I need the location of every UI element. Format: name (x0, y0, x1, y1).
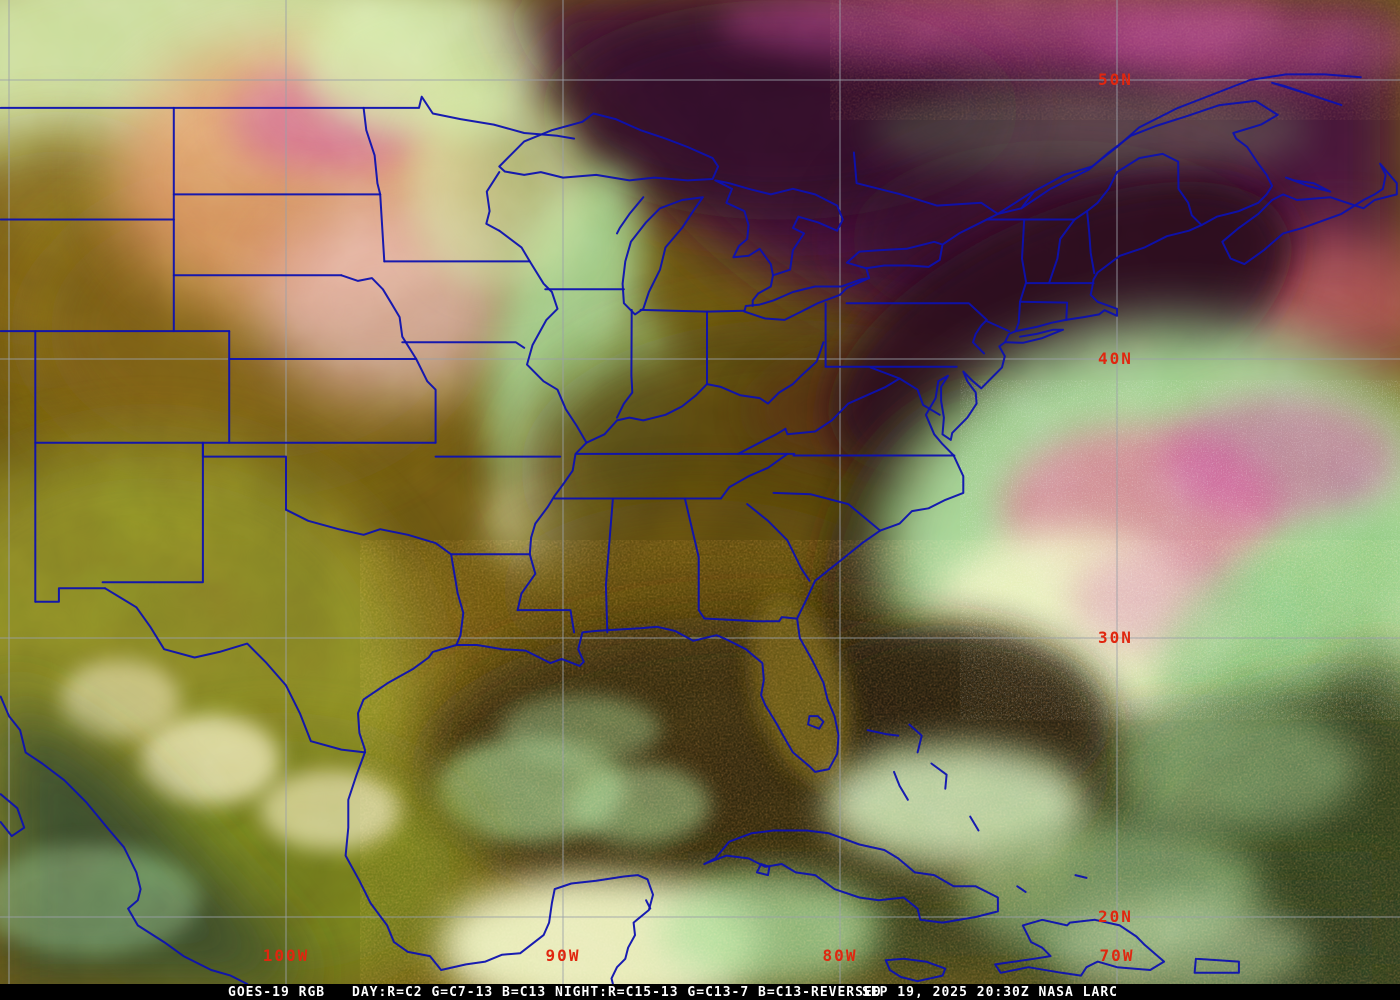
border-canada-49n (0, 95, 576, 140)
noise-sparkle (960, 380, 1400, 720)
border-bahama-abaco (908, 723, 923, 754)
border-nm-mex (34, 587, 107, 603)
grid-label-40n: 40N (1098, 349, 1133, 368)
grid-label-100w: 100W (263, 946, 310, 965)
grid-label-20n: 20N (1098, 907, 1133, 926)
border-il-in (616, 308, 634, 419)
border-lake-huron (714, 179, 844, 277)
border-cozumel (645, 899, 652, 910)
border-ia-mo (401, 341, 526, 349)
border-nh-me (1086, 210, 1096, 275)
border-us-coast (357, 224, 1203, 773)
noise-top-speckle (830, 0, 1400, 120)
border-sc-nc (772, 491, 882, 532)
border-wi-mn (485, 171, 501, 232)
border-mississippi (498, 229, 588, 612)
border-sd-mn (379, 193, 386, 263)
border-on-qc (852, 151, 999, 215)
border-tn-nc (719, 452, 789, 500)
grid-labels: 50N 40N 30N 20N 100W 90W 80W 70W (263, 70, 1135, 965)
border-bahama-inagua (1016, 885, 1027, 893)
border-jamaica (884, 957, 947, 983)
border-baja-tip (0, 793, 26, 838)
border-st-lawrence-river (941, 190, 1035, 246)
border-wv-va (784, 377, 901, 436)
border-puerto-rico (1193, 957, 1240, 974)
border-ny-pa (845, 302, 988, 355)
border-hispaniola (994, 918, 1166, 977)
border-ny-nj (985, 320, 1010, 333)
border-nm-tx (101, 441, 204, 584)
border-ohio-river (585, 341, 825, 444)
border-lake-okeechobee (807, 715, 825, 730)
border-cuba (703, 829, 999, 924)
border-anticosti (1271, 81, 1343, 107)
border-us-can-east (985, 152, 1203, 227)
grid-label-50n: 50N (1098, 70, 1133, 89)
border-lake-ontario (845, 240, 944, 270)
grid-label-80w: 80W (823, 946, 858, 965)
border-ky-va (737, 427, 787, 455)
border-pei (1285, 176, 1332, 193)
border-turks-caicos (1074, 874, 1088, 879)
grid-label-70w: 70W (1100, 946, 1135, 965)
caption-bar: GOES-19 RGB DAY:R=C2 G=C7-13 B=C13 NIGHT… (0, 984, 1400, 1000)
border-gaspe-nb (1020, 99, 1279, 227)
border-detroit-river (751, 274, 774, 307)
border-bahama-grand (866, 729, 900, 737)
border-bahama-andros (893, 770, 909, 801)
political-borders (0, 73, 1398, 984)
border-lake-michigan (621, 196, 704, 316)
border-vt-nh (1048, 218, 1076, 285)
border-nova-scotia (1221, 162, 1398, 266)
border-lake-superior (498, 112, 720, 182)
caption-rgb-recipe: DAY:R=C2 G=C7-13 B=C13 NIGHT:R=C15-13 G=… (352, 985, 882, 1000)
border-niagara (865, 267, 871, 280)
border-ga-fl (703, 616, 797, 623)
border-al-ga (683, 497, 706, 620)
border-long-island (1005, 328, 1064, 344)
border-green-bay (616, 196, 645, 235)
grid-label-90w: 90W (546, 946, 581, 965)
border-red-river-tx (285, 508, 465, 646)
border-st-lawrence-north (996, 73, 1362, 215)
border-ms-la (516, 609, 576, 634)
border-ma-south (1019, 300, 1069, 321)
border-rio-grande (104, 587, 366, 754)
border-bahama-eleuthera (930, 762, 948, 790)
grid-label-30n: 30N (1098, 628, 1133, 647)
caption-product: GOES-19 RGB (228, 985, 326, 1000)
border-red-river (362, 106, 382, 196)
border-mex-east-coast (344, 751, 654, 984)
border-ga-sc (746, 503, 811, 582)
border-lake-erie (743, 277, 871, 321)
border-missouri-river (340, 274, 437, 444)
border-mi-south (639, 308, 746, 313)
caption-timestamp: SEP 19, 2025 20:30Z NASA LARC (862, 985, 1118, 1000)
border-mex-west-coast (0, 695, 249, 984)
border-isla-juventud (755, 863, 771, 877)
border-al-ms (604, 497, 614, 634)
border-bahama-long (969, 815, 980, 832)
